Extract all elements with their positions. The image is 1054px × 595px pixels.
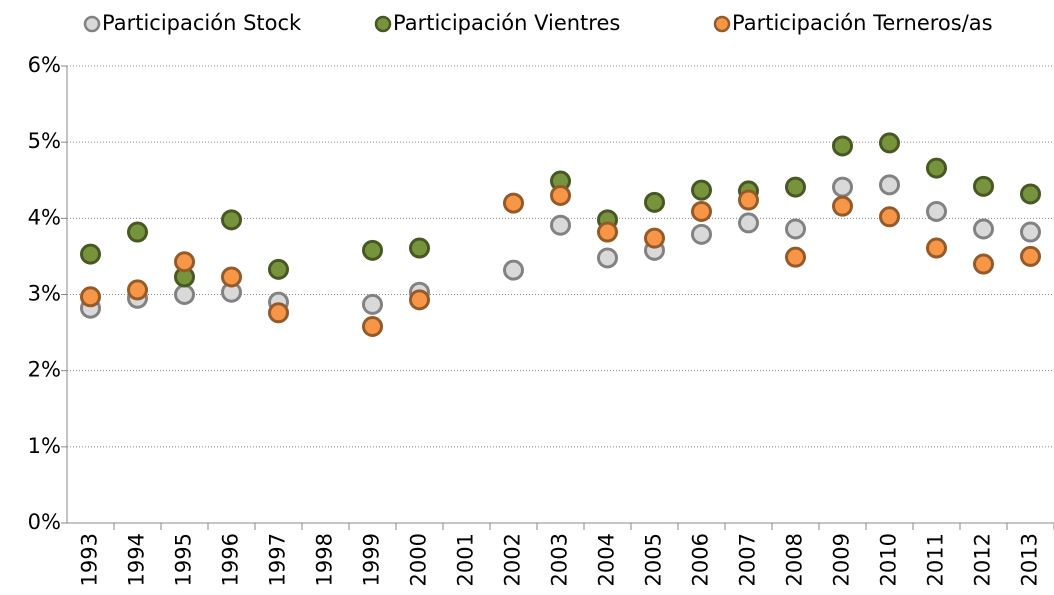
dot [1020, 245, 1041, 267]
x-tick-label: 2009 [830, 533, 854, 586]
dot [973, 175, 994, 197]
dot [926, 200, 947, 222]
dot [597, 247, 618, 269]
dot [785, 176, 806, 198]
dot [644, 191, 665, 213]
dot [691, 200, 712, 222]
dot [785, 246, 806, 268]
x-tick-label: 2012 [971, 533, 995, 586]
x-tick-label: 2004 [595, 533, 619, 586]
y-tick-label: 3% [28, 282, 61, 306]
dot [362, 293, 383, 315]
legend-label: Participación Vientres [393, 11, 620, 35]
dot [362, 239, 383, 261]
dot [973, 218, 994, 240]
y-tick-label: 6% [28, 53, 61, 77]
x-tick-label: 1994 [125, 533, 149, 586]
dot [738, 212, 759, 234]
dot [691, 179, 712, 201]
dot [879, 132, 900, 154]
y-tick-label: 1% [28, 434, 61, 458]
x-tick-label: 1997 [266, 533, 290, 586]
dot [409, 237, 430, 259]
dot [644, 227, 665, 249]
x-tick-label: 1999 [360, 533, 384, 586]
x-tick-label: 1993 [78, 533, 102, 586]
dot [597, 221, 618, 243]
dot [550, 184, 571, 206]
dot [973, 253, 994, 275]
x-tick-label: 2002 [501, 533, 525, 586]
dot [1020, 221, 1041, 243]
x-tick-label: 2007 [736, 533, 760, 586]
dot [80, 286, 101, 308]
dot [738, 189, 759, 211]
dot [127, 221, 148, 243]
dot [174, 284, 195, 305]
dot [785, 218, 806, 240]
dot [268, 302, 289, 324]
dot [503, 259, 524, 281]
dot [832, 195, 853, 217]
dot [127, 279, 148, 301]
dot [879, 206, 900, 228]
y-tick-label: 2% [28, 358, 61, 382]
legend-marker [713, 15, 731, 33]
dot [550, 214, 571, 236]
x-tick-label: 2005 [642, 533, 666, 586]
legend-label: Participación Stock [102, 11, 302, 35]
dot [503, 192, 524, 214]
x-tick-label: 2000 [407, 533, 431, 586]
dot [268, 258, 289, 280]
x-tick-label: 1995 [172, 533, 196, 586]
legend-marker [83, 15, 101, 33]
dot [362, 315, 383, 337]
dot [879, 174, 900, 196]
x-tick-label: 2011 [924, 533, 948, 586]
dot [221, 266, 242, 288]
y-tick-label: 0% [28, 510, 61, 534]
dot [1020, 183, 1041, 205]
dot [832, 135, 853, 157]
x-tick-label: 1996 [219, 533, 243, 586]
dot [832, 176, 853, 198]
legend-marker [374, 15, 392, 33]
legend-label: Participación Terneros/as [732, 11, 993, 35]
x-tick-label: 2006 [689, 533, 713, 586]
dot [691, 223, 712, 245]
dot [926, 157, 947, 179]
dot [926, 237, 947, 259]
x-tick-label: 2010 [877, 533, 901, 586]
x-tick-label: 2013 [1018, 533, 1042, 586]
x-tick-label: 1998 [313, 533, 337, 586]
dot [221, 209, 242, 231]
x-tick-label: 2001 [454, 533, 478, 586]
dot [174, 251, 195, 273]
dot [409, 289, 430, 311]
x-tick-label: 2003 [548, 533, 572, 586]
x-tick-label: 2008 [783, 533, 807, 586]
y-tick-label: 4% [28, 205, 61, 229]
dot [80, 243, 101, 265]
y-tick-label: 5% [28, 129, 61, 153]
